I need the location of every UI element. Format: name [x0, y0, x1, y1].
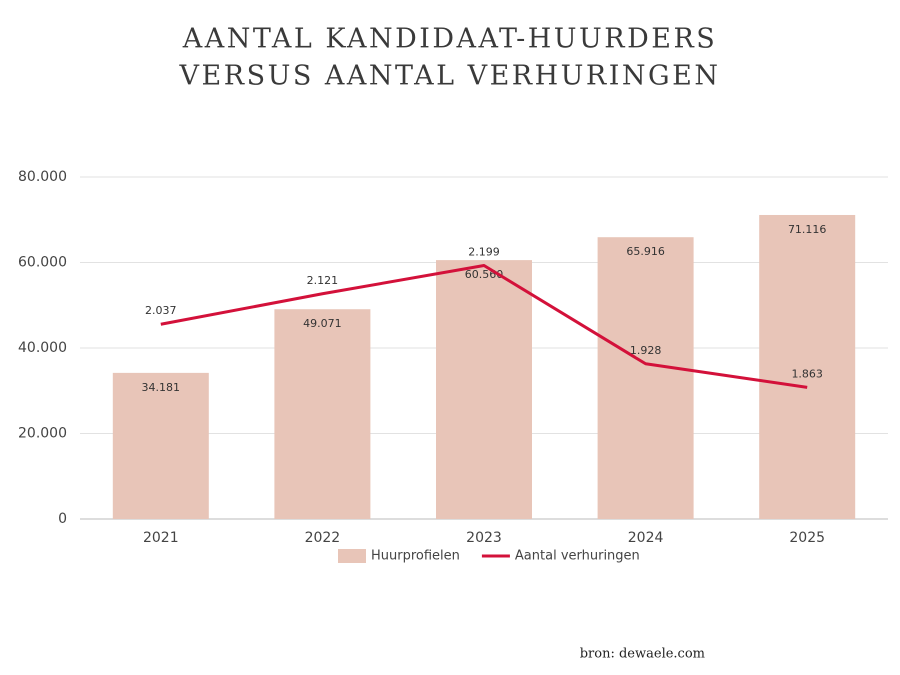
- bar: [759, 214, 856, 519]
- x-tick-label: 2024: [628, 530, 664, 546]
- value-label: 1.928: [630, 344, 662, 357]
- legend-label: Aantal verhuringen: [515, 549, 640, 564]
- legend-label: Huurprofielen: [371, 549, 460, 564]
- x-tick-label: 2022: [305, 530, 341, 546]
- legend-swatch: [338, 549, 366, 563]
- y-tick-label: 60.000: [18, 255, 67, 271]
- y-tick-label: 0: [58, 511, 67, 527]
- value-label: 34.181: [142, 381, 181, 394]
- value-label: 2.199: [468, 245, 500, 258]
- y-tick-label: 20.000: [18, 426, 67, 442]
- x-tick-label: 2021: [143, 530, 179, 546]
- y-tick-label: 80.000: [18, 169, 67, 185]
- x-tick-label: 2025: [789, 530, 825, 546]
- value-label: 49.071: [303, 317, 342, 330]
- value-label: 2.037: [145, 304, 177, 317]
- value-label: 71.116: [788, 223, 827, 236]
- source: bron: dewaele.com: [580, 647, 705, 662]
- x-tick-label: 2023: [466, 530, 502, 546]
- chart-title: AANTAL KANDIDAAT-HUURDERS: [182, 24, 718, 55]
- line: [160, 263, 808, 389]
- bar: [112, 372, 209, 519]
- y-tick-label: 40.000: [18, 340, 67, 356]
- value-label: 65.916: [626, 245, 665, 258]
- value-label: 2.121: [307, 274, 339, 287]
- bar: [274, 309, 371, 519]
- chart-title: VERSUS AANTAL VERHURINGEN: [179, 61, 721, 92]
- bar: [597, 237, 694, 519]
- value-label: 1.863: [791, 367, 823, 380]
- bar: [436, 260, 532, 519]
